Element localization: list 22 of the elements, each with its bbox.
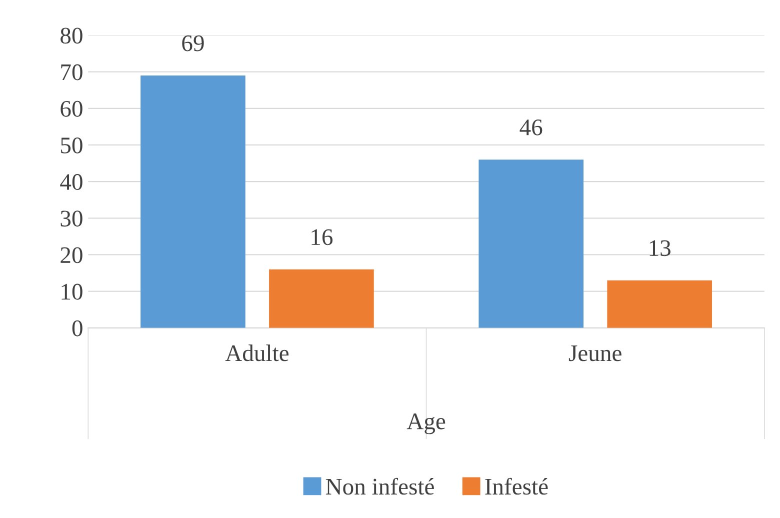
bar <box>269 269 374 328</box>
bar <box>140 75 246 328</box>
y-tick-label: 10 <box>62 284 82 300</box>
x-axis-title: Age <box>406 414 446 434</box>
y-tick-label: 30 <box>60 210 82 227</box>
data-label: 13 <box>650 240 670 256</box>
legend-label: Non infesté <box>326 478 434 495</box>
data-label: 46 <box>520 120 542 136</box>
x-tick-label: Jeune <box>568 345 622 362</box>
y-tick-label: 70 <box>61 64 82 80</box>
y-tick-label: 60 <box>60 100 82 117</box>
y-tick-label: 50 <box>61 137 82 154</box>
y-tick-label: 80 <box>60 28 82 44</box>
data-label: 16 <box>312 229 333 246</box>
data-label: 69 <box>182 35 204 52</box>
y-tick-label: 40 <box>60 174 82 190</box>
legend-label: Infesté <box>485 478 548 495</box>
x-tick-label: Adulte <box>225 344 289 362</box>
y-tick-label: 20 <box>60 247 82 264</box>
bar <box>478 160 584 328</box>
y-tick-label: 0 <box>72 320 82 336</box>
bar <box>607 280 712 328</box>
